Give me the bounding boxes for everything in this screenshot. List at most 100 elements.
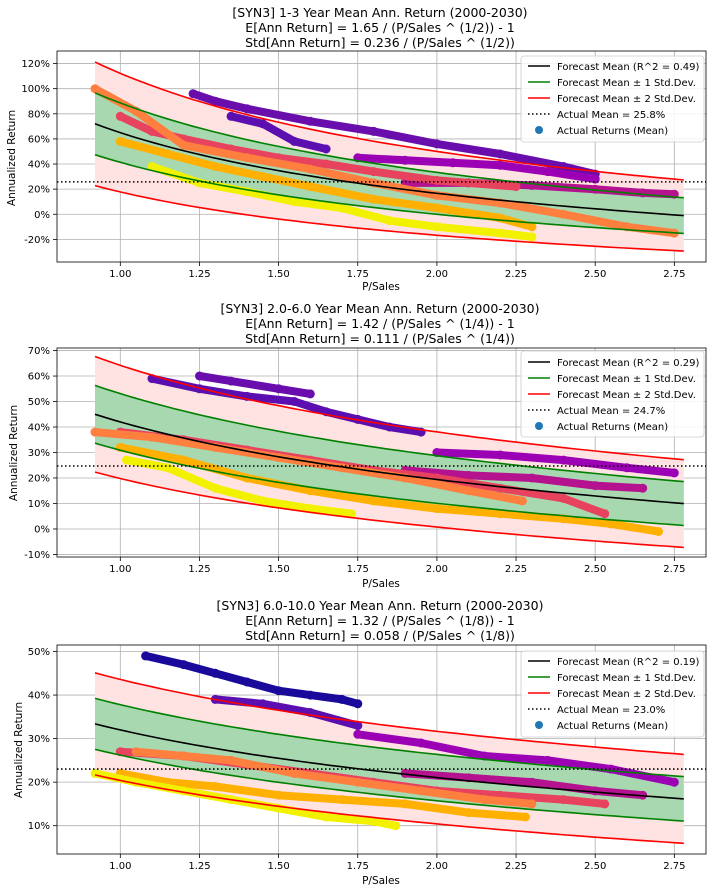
scatter-point	[305, 116, 315, 126]
x-tick-label: 1.75	[347, 861, 369, 872]
scatter-point	[188, 89, 198, 99]
scatter-series-8	[91, 769, 400, 830]
x-tick-label: 2.25	[505, 861, 527, 872]
scatter-point	[90, 84, 100, 94]
y-tick-label: 20%	[28, 185, 50, 196]
scatter-point	[517, 496, 527, 506]
std1-upper-line	[94, 92, 684, 199]
scatter-point	[590, 184, 600, 194]
legend-label-mean: Forecast Mean (R^2 = 0.19)	[557, 657, 700, 668]
scatter-point	[369, 167, 379, 177]
legend-label-actual-mean: Actual Mean = 25.8%	[557, 110, 665, 121]
chart-3-plot-area: 1.00 1.25 1.50 1.75 2.00 2.25 2.50 2.75 10% 20% 30…	[28, 644, 707, 872]
scatter-point	[289, 197, 299, 207]
scatter-point	[400, 155, 410, 165]
scatter-point	[305, 504, 315, 514]
y-tick-label: -10%	[24, 550, 50, 561]
scatter-point	[432, 222, 442, 232]
legend-label-mean: Forecast Mean (R^2 = 0.29)	[557, 358, 700, 369]
x-tick-label: 2.75	[663, 861, 685, 872]
x-tick-label: 1.25	[188, 861, 210, 872]
legend-actual-returns-marker	[535, 126, 543, 134]
scatter-point	[400, 799, 410, 809]
std1-lower-line	[94, 442, 684, 527]
std2-lower-line	[94, 184, 684, 252]
std1-upper-line	[94, 384, 684, 483]
std1-lower-line	[94, 153, 684, 235]
scatter-point	[669, 777, 679, 787]
chart-2-title-line-1: [SYN3] 2.0-6.0 Year Mean Ann. Return (20…	[221, 301, 540, 316]
y-tick-label: 100%	[21, 84, 50, 95]
scatter-point	[622, 463, 632, 473]
scatter-point	[258, 172, 268, 182]
x-tick-label: 2.75	[663, 564, 685, 575]
x-tick-label: 1.00	[109, 269, 131, 280]
scatter-point	[242, 677, 252, 687]
scatter-point	[495, 509, 505, 519]
scatter-point	[210, 782, 220, 791]
scatter-point	[543, 167, 553, 177]
legend-box	[520, 350, 705, 438]
x-tick-label: 1.50	[267, 269, 289, 280]
chart-2-xlabel: P/Sales	[362, 578, 400, 590]
scatter-point	[337, 203, 347, 213]
plot-frame	[56, 347, 707, 558]
y-tick-label: 10%	[28, 821, 50, 832]
std2-upper-line	[94, 672, 684, 756]
scatter-point	[479, 795, 489, 805]
scatter-point	[384, 216, 394, 226]
scatter-series-1	[141, 651, 362, 708]
chart-3-title-line-2: E[Ann Return] = 1.32 / (P/Sales ^ (1/8))…	[245, 613, 514, 628]
chart-3-legend: Forecast Mean (R^2 = 0.19) Forecast Mean…	[520, 650, 705, 738]
chart-3-title-line-3: Std[Ann Return] = 0.058 / (P/Sales ^ (1/…	[245, 628, 515, 643]
scatter-point	[210, 162, 220, 171]
scatter-point	[353, 777, 363, 787]
scatter-point	[147, 162, 157, 171]
y-tick-label: 0%	[34, 210, 50, 221]
scatter-point	[131, 747, 141, 757]
chart-1-title-line-1: [SYN3] 1-3 Year Mean Ann. Return (2000-2…	[232, 5, 527, 20]
scatter-point	[654, 527, 663, 536]
scatter-point	[321, 159, 331, 169]
scatter-point	[147, 432, 157, 442]
chart-2-legend: Forecast Mean (R^2 = 0.29) Forecast Mean…	[520, 350, 705, 438]
scatter-point	[416, 786, 426, 796]
scatter-point	[495, 149, 505, 159]
scatter-point	[638, 188, 648, 198]
scatter-series-3	[353, 153, 600, 184]
scatter-point	[511, 182, 521, 192]
scatter-point	[321, 812, 331, 822]
scatter-series-2	[227, 112, 331, 153]
actual-returns-scatter	[90, 84, 679, 242]
forecast-mean-line	[94, 413, 684, 505]
x-tick-label: 2.00	[426, 861, 448, 872]
legend-label-std1: Forecast Mean ± 1 Std.Dev.	[557, 374, 696, 385]
scatter-point	[606, 519, 616, 529]
scatter-point	[346, 509, 356, 519]
scatter-point	[464, 470, 474, 480]
legend-label-actual-mean: Actual Mean = 23.0%	[557, 705, 665, 716]
scatter-point	[527, 222, 537, 232]
plot-frame	[56, 50, 707, 263]
scatter-point	[305, 486, 315, 496]
x-tick-label: 1.50	[267, 861, 289, 872]
legend-label-std2: Forecast Mean ± 2 Std.Dev.	[557, 390, 696, 401]
scatter-point	[210, 483, 220, 493]
scatter-point	[369, 816, 379, 826]
chart-1-plot-area: 1.00 1.25 1.50 1.75 2.00 2.25 2.50 2.75 -20% 0% 20…	[21, 50, 707, 280]
scatter-point	[115, 136, 125, 146]
x-tick-label: 2.50	[584, 269, 606, 280]
scatter-point	[179, 751, 189, 761]
legend-label-mean: Forecast Mean (R^2 = 0.49)	[557, 62, 700, 73]
scatter-point	[559, 795, 568, 805]
y-tick-label: 40%	[28, 691, 50, 702]
x-tick-label: 2.25	[505, 564, 527, 575]
y-tick-label: 60%	[28, 134, 50, 145]
chart-1-title-line-2: E[Ann Return] = 1.65 / (P/Sales ^ (1/2))…	[245, 20, 514, 35]
actual-returns-scatter	[90, 651, 679, 831]
scatter-point	[369, 496, 379, 506]
scatter-point	[305, 690, 315, 700]
legend-label-actual-returns: Actual Returns (Mean)	[557, 126, 668, 137]
x-tick-label: 2.25	[505, 269, 527, 280]
